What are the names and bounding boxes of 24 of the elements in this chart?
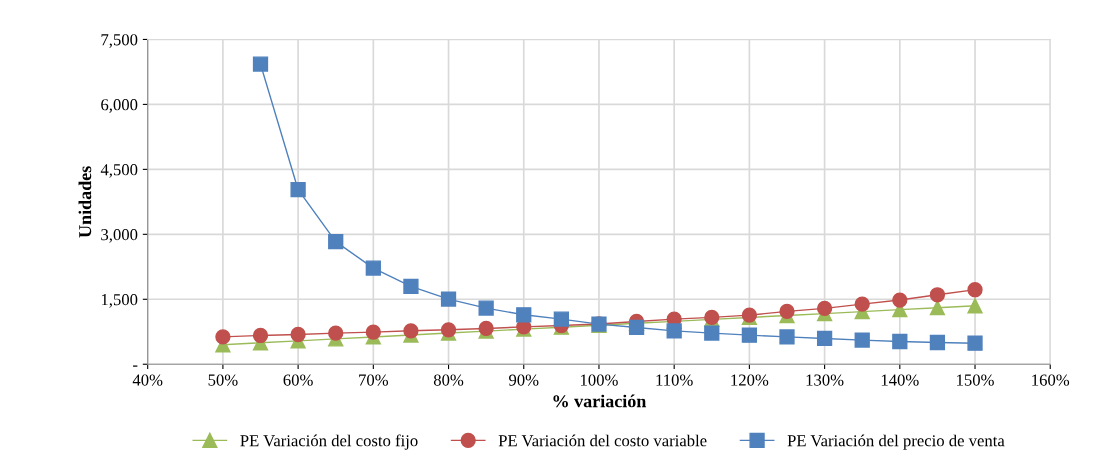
x-axis-title: % variación — [553, 394, 647, 408]
x-tick-label: 110% — [656, 374, 693, 386]
y-tick-label: 1,500 — [101, 293, 138, 308]
x-tick-label: 50% — [208, 374, 238, 386]
x-tick-label: 160% — [1032, 374, 1070, 386]
y-axis-title: Unidades — [78, 166, 92, 238]
y-tick-label: 6,000 — [101, 99, 138, 113]
legend-label: PE Variación del precio de venta — [787, 434, 1005, 450]
x-tick-label: 40% — [132, 374, 163, 386]
x-tick-label: 80% — [433, 374, 464, 386]
y-tick-label: 4,500 — [100, 164, 138, 178]
x-tick-label: 120% — [731, 374, 769, 386]
y-tick-label: - — [133, 365, 138, 367]
x-tick-label: 150% — [957, 374, 994, 386]
legend-label: PE Variación del costo variable — [498, 434, 707, 447]
x-tick-label: 100% — [580, 374, 618, 386]
legend-label: PE Variación del costo fijo — [240, 434, 418, 450]
x-tick-label: 60% — [283, 374, 313, 386]
x-tick-label: 70% — [359, 374, 389, 386]
x-tick-label: 140% — [881, 374, 919, 386]
x-tick-label: 90% — [509, 374, 539, 386]
x-tick-label: 130% — [806, 374, 844, 386]
y-tick-label: 3,000 — [101, 229, 138, 243]
y-tick-label: 7,500 — [101, 34, 138, 48]
